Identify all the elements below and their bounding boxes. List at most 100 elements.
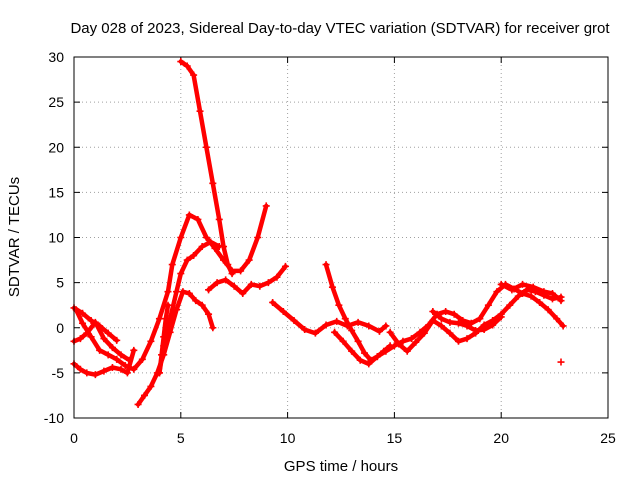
data-point <box>100 367 108 375</box>
data-point <box>382 347 390 355</box>
series-track-c <box>72 202 270 373</box>
data-point <box>155 369 163 377</box>
data-point <box>130 346 138 354</box>
data-point <box>196 107 204 115</box>
data-point <box>360 349 368 357</box>
data-point <box>354 337 362 345</box>
data-point <box>559 322 567 330</box>
data-point <box>254 234 262 241</box>
y-tick-label: -10 <box>44 410 64 426</box>
series-track-e <box>134 288 217 408</box>
data-point <box>205 286 213 294</box>
data-point <box>108 363 116 371</box>
data-point <box>100 335 108 343</box>
data-point <box>213 279 221 287</box>
x-axis-label: GPS time / hours <box>284 458 398 475</box>
data-point <box>328 283 336 291</box>
data-point <box>382 322 390 330</box>
data-point <box>183 256 191 264</box>
data-point <box>230 282 238 290</box>
data-point <box>269 298 277 306</box>
data-point <box>356 356 364 364</box>
data-point <box>497 280 505 288</box>
data-point <box>183 62 191 70</box>
y-tick-label: 5 <box>56 275 64 291</box>
data-point <box>117 351 125 359</box>
data-point <box>553 315 561 323</box>
data-point <box>202 234 210 241</box>
data-point <box>207 238 215 246</box>
data-point <box>493 288 501 296</box>
data-point <box>264 279 272 287</box>
data-point <box>123 369 131 377</box>
data-point <box>506 301 514 309</box>
data-point <box>117 365 125 373</box>
series-track-h <box>177 58 236 278</box>
tick-layer: 0 5 10 15 20 25 -10 -5 0 5 10 15 20 25 30 <box>44 49 616 446</box>
data-point <box>215 215 223 223</box>
data-point <box>557 358 565 366</box>
y-axis-label: SDTVAR / TECUs <box>6 177 23 297</box>
data-point <box>134 400 142 408</box>
data-point <box>279 308 287 316</box>
data-point <box>395 340 403 348</box>
data-point <box>147 382 155 390</box>
x-tick-label: 15 <box>387 430 403 446</box>
data-point <box>198 243 206 251</box>
data-point <box>476 315 484 323</box>
data-point <box>155 315 163 323</box>
data-point <box>437 322 445 330</box>
data-point <box>446 318 454 326</box>
y-tick-label: -5 <box>52 365 65 381</box>
data-point <box>224 261 232 269</box>
data-point <box>508 286 516 294</box>
data-point <box>164 288 172 296</box>
data-point <box>489 321 497 329</box>
x-tick-label: 5 <box>177 430 185 446</box>
data-point <box>179 288 187 296</box>
y-tick-label: 30 <box>48 49 64 65</box>
series-line <box>157 239 222 376</box>
data-point <box>536 298 544 306</box>
data-point <box>484 301 492 309</box>
data-point <box>190 71 198 79</box>
data-point <box>454 337 462 345</box>
data-point <box>168 261 176 269</box>
data-point <box>185 289 193 297</box>
data-point <box>437 315 445 323</box>
data-point <box>185 211 193 219</box>
data-point <box>463 335 471 343</box>
data-point <box>454 319 462 327</box>
data-point <box>335 301 343 309</box>
data-point <box>301 326 309 334</box>
data-point <box>519 280 527 288</box>
series-track-k <box>322 261 394 364</box>
data-point <box>220 243 228 251</box>
data-point <box>147 337 155 345</box>
data-point <box>198 301 206 309</box>
data-point <box>245 256 253 264</box>
data-point <box>113 336 121 344</box>
data-point <box>412 338 420 346</box>
data-point <box>429 308 437 316</box>
grid-layer <box>74 57 608 418</box>
data-point <box>79 319 87 327</box>
data-point <box>407 335 415 343</box>
data-point <box>390 342 398 350</box>
x-tick-label: 10 <box>280 430 296 446</box>
data-point <box>373 353 381 361</box>
chart-title: Day 028 of 2023, Sidereal Day-to-day VTE… <box>70 20 610 37</box>
series-track-f <box>155 238 223 377</box>
data-point <box>108 344 116 352</box>
series-line <box>270 300 389 336</box>
data-point <box>160 333 168 341</box>
data-point <box>177 58 185 66</box>
data-point <box>140 391 148 399</box>
series-line <box>206 264 288 296</box>
data-point <box>348 347 356 355</box>
data-point <box>480 326 488 334</box>
data-point <box>527 292 535 300</box>
series-track-i <box>205 262 289 297</box>
series-point-p <box>557 358 565 366</box>
